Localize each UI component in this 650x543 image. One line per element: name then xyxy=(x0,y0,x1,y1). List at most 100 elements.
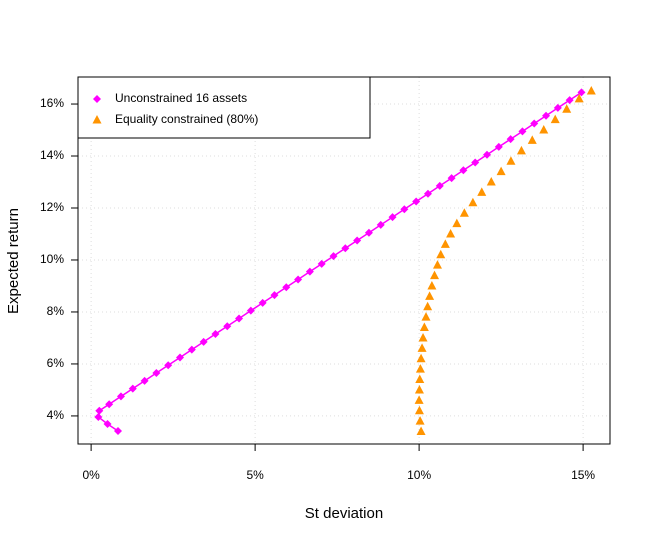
triangle-marker xyxy=(414,405,424,415)
diamond-marker xyxy=(95,406,104,415)
legend-label: Unconstrained 16 assets xyxy=(115,91,247,105)
diamond-marker xyxy=(483,150,492,159)
diamond-marker xyxy=(103,419,112,428)
triangle-marker xyxy=(432,260,442,269)
diamond-marker xyxy=(400,205,409,214)
diamond-marker xyxy=(128,384,137,393)
diamond-marker xyxy=(114,427,123,436)
diamond-marker xyxy=(353,236,362,245)
diamond-marker xyxy=(211,330,220,339)
diamond-marker xyxy=(282,283,291,292)
triangle-marker xyxy=(452,218,462,228)
x-tick-label: 5% xyxy=(246,468,264,482)
y-tick-label: 4% xyxy=(47,408,65,422)
triangle-marker xyxy=(92,115,102,124)
triangle-marker xyxy=(586,86,596,95)
diamond-marker xyxy=(140,376,149,385)
x-tick-label: 10% xyxy=(407,468,431,482)
diamond-marker xyxy=(494,142,503,151)
x-tick-label: 15% xyxy=(571,468,595,482)
diamond-marker xyxy=(565,96,574,105)
y-tick-label: 14% xyxy=(40,148,64,162)
diamond-marker xyxy=(542,111,551,120)
diamond-marker xyxy=(553,103,562,112)
diamond-marker xyxy=(94,412,103,421)
y-tick-label: 12% xyxy=(40,200,64,214)
diamond-marker xyxy=(518,127,527,136)
x-tick-label: 0% xyxy=(82,468,100,482)
triangle-marker xyxy=(421,312,431,321)
triangle-marker xyxy=(419,322,429,332)
y-tick-label: 8% xyxy=(47,304,65,318)
diamond-marker xyxy=(435,181,444,190)
diamond-marker xyxy=(447,174,456,183)
diamond-marker xyxy=(317,259,326,268)
y-tick-label: 16% xyxy=(40,96,64,110)
triangle-marker xyxy=(459,208,469,217)
triangle-marker xyxy=(417,343,427,352)
diamond-marker xyxy=(258,298,267,307)
triangle-marker xyxy=(527,135,537,144)
triangle-marker xyxy=(425,291,435,300)
diamond-marker xyxy=(294,275,303,284)
triangle-marker xyxy=(414,384,424,394)
triangle-marker xyxy=(414,395,424,404)
diamond-marker xyxy=(246,306,255,315)
legend-box xyxy=(77,76,371,139)
diamond-marker xyxy=(164,361,173,370)
diamond-marker xyxy=(93,95,101,103)
triangle-marker xyxy=(415,416,425,425)
triangle-marker xyxy=(562,104,572,113)
triangle-marker xyxy=(506,156,516,165)
triangle-marker xyxy=(415,364,425,373)
y-axis-label: Expected return xyxy=(5,208,22,314)
diamond-marker xyxy=(459,166,468,175)
triangle-marker xyxy=(486,177,496,186)
y-tick-label: 6% xyxy=(47,356,65,370)
diamond-marker xyxy=(376,220,385,229)
diamond-marker xyxy=(105,400,114,409)
x-axis-label: St deviation xyxy=(305,505,383,522)
triangle-marker xyxy=(550,114,560,124)
triangle-marker xyxy=(468,197,478,207)
triangle-marker xyxy=(416,426,426,436)
diamond-marker xyxy=(364,228,373,237)
diamond-marker xyxy=(305,267,314,276)
diamond-marker xyxy=(329,252,338,261)
triangle-marker xyxy=(415,374,425,384)
triangle-marker xyxy=(440,239,450,248)
triangle-marker xyxy=(430,270,440,280)
legend-label: Equality constrained (80%) xyxy=(115,112,258,126)
diamond-marker xyxy=(235,314,244,323)
triangle-marker xyxy=(446,228,456,238)
diamond-marker xyxy=(341,244,350,253)
triangle-marker xyxy=(539,125,549,134)
diamond-marker xyxy=(187,345,196,354)
triangle-marker xyxy=(423,301,433,311)
diamond-marker xyxy=(471,158,480,167)
triangle-marker xyxy=(418,332,428,342)
diamond-marker xyxy=(152,369,161,378)
diamond-marker xyxy=(412,197,421,206)
diamond-marker xyxy=(223,322,232,331)
diamond-marker xyxy=(116,392,125,401)
diamond-marker xyxy=(506,135,515,144)
triangle-marker xyxy=(416,353,426,363)
diamond-marker xyxy=(270,291,279,300)
triangle-marker xyxy=(496,166,506,176)
diamond-marker xyxy=(423,189,432,198)
diamond-marker xyxy=(530,119,539,128)
diamond-marker xyxy=(577,88,586,97)
triangle-marker xyxy=(574,93,584,103)
diamond-marker xyxy=(199,337,208,346)
triangle-marker xyxy=(477,187,487,196)
triangle-marker xyxy=(516,145,526,155)
triangle-marker xyxy=(427,280,437,290)
series-line xyxy=(97,91,582,432)
triangle-marker xyxy=(436,249,446,259)
y-tick-label: 10% xyxy=(40,252,64,266)
diamond-marker xyxy=(176,353,185,362)
diamond-marker xyxy=(388,213,397,222)
